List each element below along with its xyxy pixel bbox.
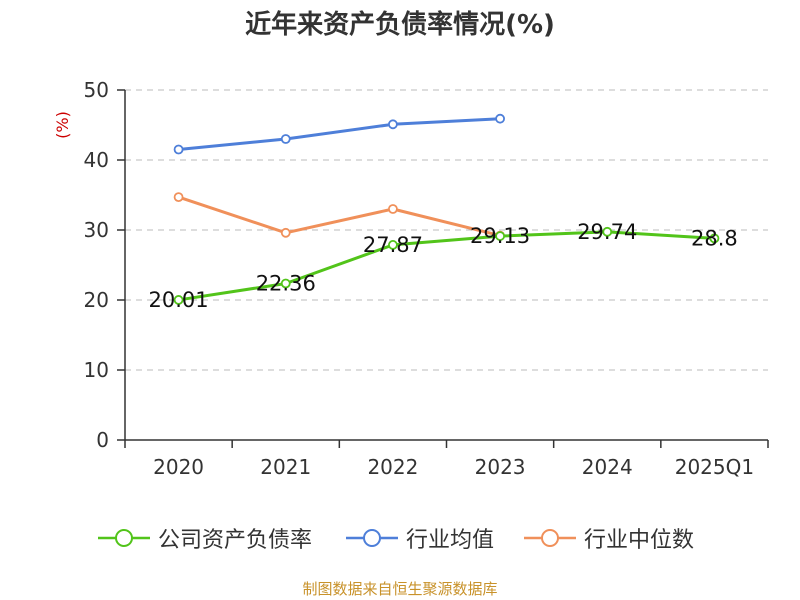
y-tick-label-10: 10	[84, 358, 109, 382]
legend-item-company[interactable]: 公司资产负债率	[98, 520, 312, 556]
legend-label-industry-median: 行业中位数	[584, 528, 695, 553]
chart-legend: 公司资产负债率 行业均值 行业中位数	[0, 520, 800, 556]
y-tick-label-20: 20	[84, 288, 109, 312]
data-point-s1-2021	[280, 134, 291, 144]
data-point-s0-2024	[602, 226, 613, 237]
legend-label-company: 公司资产负债率	[158, 528, 313, 553]
data-point-s1-2020	[173, 144, 184, 155]
y-tick-label-30: 30	[84, 218, 109, 242]
data-point-s2-2021	[280, 227, 291, 238]
legend-marker-industry-mean	[346, 529, 398, 547]
chart-title: 近年来资产负债率情况(%)	[245, 10, 555, 40]
data-point-s2-2020	[173, 192, 184, 203]
data-label-2024: 29.74	[577, 220, 637, 244]
y-tick-label-0: 0	[96, 428, 109, 452]
y-tick-label-50: 50	[84, 78, 109, 102]
x-tick-label-2023: 2023	[475, 455, 526, 479]
data-label-2022: 27.87	[363, 233, 423, 257]
data-label-2020: 20.01	[149, 288, 209, 312]
data-point-s0-2023	[495, 231, 505, 241]
y-tick-label-40: 40	[84, 148, 109, 172]
legend-label-industry-mean: 行业均值	[406, 528, 495, 553]
x-tick-label-2021: 2021	[260, 455, 311, 479]
data-point-s0-2025Q1	[709, 233, 720, 244]
data-point-s0-2021	[280, 278, 291, 289]
legend-marker-company	[98, 529, 150, 547]
x-tick-label-2024: 2024	[582, 455, 633, 479]
series-line-1	[178, 117, 501, 151]
x-tick-label-2020: 2020	[153, 455, 204, 479]
data-label-2023: 29.13	[470, 224, 530, 248]
legend-marker-industry-median	[524, 529, 576, 547]
data-point-s0-2022	[388, 240, 398, 250]
data-point-s1-2022	[388, 119, 398, 130]
data-label-2025Q1: 28.8	[691, 226, 738, 250]
data-point-s0-2020	[173, 295, 184, 305]
source-note: 制图数据来自恒生聚源数据库	[302, 580, 498, 598]
y-axis-label: (%)	[53, 111, 72, 139]
data-point-s1-2023	[495, 113, 505, 124]
x-tick-label-2025Q1: 2025Q1	[675, 455, 754, 479]
legend-item-industry-median[interactable]: 行业中位数	[524, 520, 694, 556]
x-tick-label-2022: 2022	[367, 455, 418, 479]
data-label-2021: 22.36	[256, 271, 316, 295]
legend-item-industry-mean[interactable]: 行业均值	[346, 520, 494, 556]
series-line-0	[178, 230, 715, 302]
data-point-s2-2022	[388, 204, 398, 214]
series-line-2	[178, 195, 501, 238]
